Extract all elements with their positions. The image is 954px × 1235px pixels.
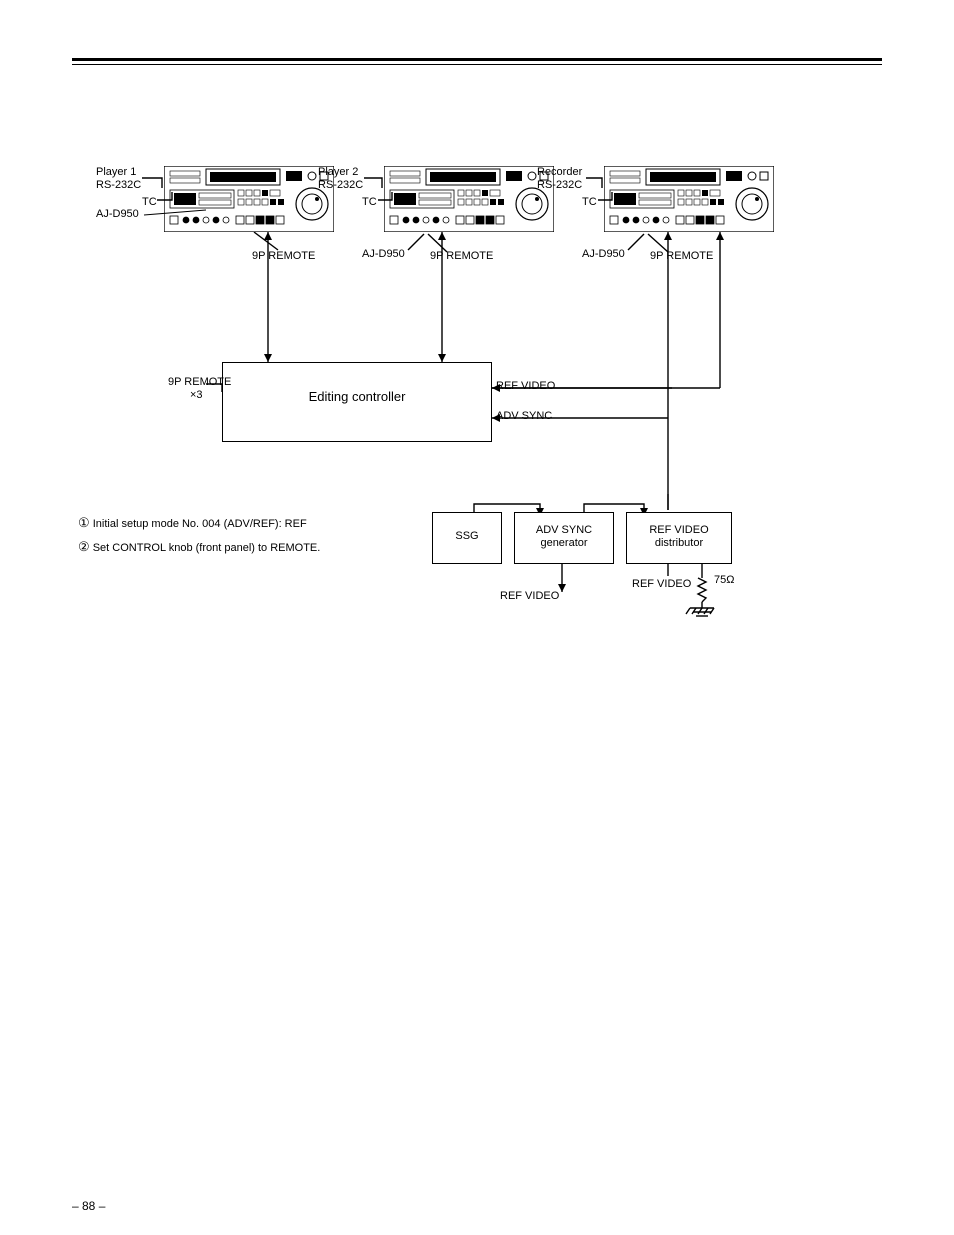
- text: ADV SYNC: [536, 524, 592, 536]
- note-1: ① Initial setup mode No. 004 (ADV/REF): …: [78, 516, 307, 531]
- page-number: – 88 –: [72, 1199, 105, 1213]
- controller-advsync-label: ADV SYNC: [496, 410, 552, 423]
- text: REF VIDEO: [649, 524, 708, 536]
- refvideo-out-lower: REF VIDEO: [500, 590, 559, 603]
- text: generator: [540, 537, 587, 549]
- terminator-label: 75Ω: [714, 574, 734, 587]
- page: Player 1 RS-232C AJ-D950 TC 9P REMOTE Pl…: [0, 0, 954, 1235]
- refdist-label: REF VIDEO distributor: [626, 524, 732, 550]
- text: distributor: [655, 537, 703, 549]
- note-1-num: ①: [78, 515, 90, 530]
- rule-top-thin: [72, 64, 882, 65]
- refvideo-out-upper: REF VIDEO: [632, 578, 691, 591]
- note-2: ② Set CONTROL knob (front panel) to REMO…: [78, 540, 320, 555]
- ssg-label: SSG: [432, 530, 502, 543]
- rule-top-thick: [72, 58, 882, 61]
- note-2-text: Set CONTROL knob (front panel) to REMOTE…: [93, 542, 321, 554]
- ohm-symbol: Ω: [726, 574, 734, 586]
- advsync-label: ADV SYNC generator: [514, 524, 614, 550]
- note-2-num: ②: [78, 539, 90, 554]
- note-1-text: Initial setup mode No. 004 (ADV/REF): RE…: [93, 518, 307, 530]
- text: 75: [714, 574, 726, 586]
- diagram-canvas: Player 1 RS-232C AJ-D950 TC 9P REMOTE Pl…: [72, 80, 882, 640]
- controller-refvideo-label: REF VIDEO: [496, 380, 555, 393]
